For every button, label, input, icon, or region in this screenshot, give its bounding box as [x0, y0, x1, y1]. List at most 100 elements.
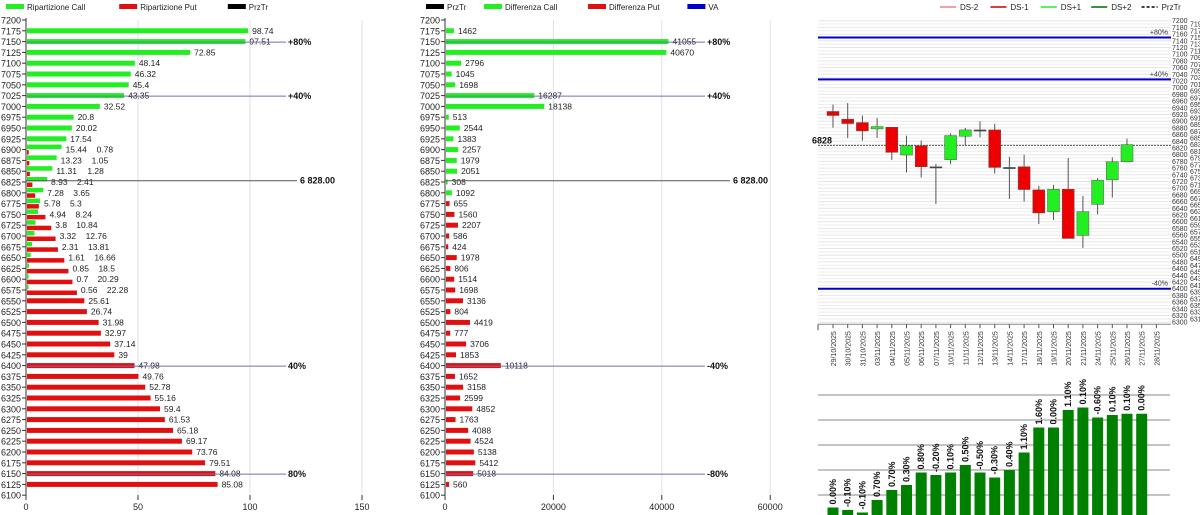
put-bar [446, 211, 455, 217]
call-bar [446, 49, 667, 55]
performance-label: 0.10% [946, 444, 956, 470]
y-tick-label: 6590 [1190, 223, 1200, 230]
put-bar [27, 193, 36, 198]
y-tick-label: 6525 [420, 307, 440, 317]
y-tick-label: 6910 [1190, 115, 1200, 122]
call-bar [27, 241, 33, 247]
put-bar [27, 481, 218, 487]
candle-body [1120, 144, 1134, 162]
y-tick-label: 6850 [420, 167, 440, 177]
date-label: 04/11/2025 [890, 331, 897, 366]
y-tick-label: 7010 [1190, 82, 1200, 89]
y-tick-label: 6450 [1190, 269, 1200, 276]
y-tick-label: 7060 [1172, 65, 1188, 72]
y-tick-label: 7090 [1190, 55, 1200, 62]
candle-body [1032, 189, 1046, 214]
candle-body [988, 129, 1001, 168]
put-value-label: 20.29 [97, 274, 119, 284]
put-bar [446, 298, 463, 304]
put-bar [446, 255, 457, 261]
legend-label: Ripartizione Call [27, 3, 85, 12]
date-label: 21/11/2025 [1081, 331, 1088, 366]
y-tick-label: 6425 [420, 350, 440, 360]
call-value-label: 1045 [456, 69, 475, 79]
y-tick-label: 7025 [420, 91, 440, 101]
put-value-label: 18.5 [98, 263, 115, 273]
y-tick-label: 6970 [1190, 95, 1200, 102]
date-label: 06/11/2025 [919, 331, 926, 366]
y-tick-label: 7000 [1172, 85, 1188, 92]
performance-label: 0.00% [1137, 385, 1147, 411]
y-tick-label: 7175 [420, 26, 440, 36]
y-tick-label: 6640 [1172, 206, 1188, 213]
candle-body [959, 129, 972, 137]
y-tick-label: 6150 [420, 469, 440, 479]
y-tick-label: 7110 [1190, 48, 1200, 55]
y-tick-label: 6750 [1, 210, 21, 220]
call-bar [27, 285, 29, 290]
legend-label: DS-2 [960, 3, 979, 12]
performance-label: 0.80% [916, 444, 926, 470]
call-bar [27, 155, 57, 160]
performance-label: 0.00% [1049, 399, 1059, 425]
put-bar [446, 244, 449, 250]
candle-body [826, 111, 840, 116]
y-tick-label: 6425 [1, 350, 21, 360]
put-value-label: 65.18 [177, 425, 199, 435]
y-tick-label: 6430 [1190, 276, 1200, 283]
performance-label: 0.70% [872, 471, 882, 497]
put-value-label: 586 [453, 231, 467, 241]
x-tick-label: 100 [242, 502, 257, 512]
call-value-label: 5.78 [44, 199, 61, 209]
put-bar [27, 438, 182, 444]
legend-label: VA [708, 3, 719, 12]
y-tick-label: 6675 [1, 242, 21, 252]
performance-bar [1033, 427, 1045, 515]
put-bar [446, 481, 450, 487]
performance-label: 0.10% [1122, 385, 1132, 411]
performance-label: 1.10% [1019, 424, 1029, 450]
y-tick-label: 6875 [1, 156, 21, 166]
y-tick-label: 7050 [1190, 68, 1200, 75]
put-bar [446, 309, 451, 315]
level-label: +80% [707, 37, 730, 47]
put-value-label: 2207 [462, 220, 481, 230]
x-tick-label: 40000 [649, 502, 674, 512]
put-bar [27, 373, 139, 379]
call-bar [446, 179, 448, 185]
put-bar [446, 341, 467, 347]
put-bar [446, 449, 474, 455]
put-bar [27, 384, 146, 390]
put-value-label: 59.4 [164, 404, 181, 414]
performance-label: 0.40% [1004, 441, 1014, 467]
performance-bar [930, 475, 942, 515]
performance-bar-chart: 0.00% -0.10% -0.10% 0.70% 0.70% 0.30% 0.80% -0.… [818, 379, 1170, 515]
call-bar [27, 49, 191, 55]
y-tick-label: 6750 [420, 210, 440, 220]
y-tick-label: 6100 [1, 491, 21, 501]
put-value-label: 32.97 [105, 328, 127, 338]
y-tick-label: 7080 [1172, 58, 1188, 65]
put-value-label: 39 [118, 350, 128, 360]
legend-label: Ripartizione Put [140, 3, 197, 12]
y-tick-label: 6575 [420, 286, 440, 296]
y-tick-label: 6490 [1190, 256, 1200, 263]
performance-label: 0.10% [1107, 386, 1117, 412]
przTr-label: 6 828.00 [300, 176, 335, 186]
y-tick-label: 6350 [420, 383, 440, 393]
y-tick-label: 6840 [1172, 139, 1188, 146]
y-tick-label: 6600 [1172, 219, 1188, 226]
legend-swatch [484, 4, 502, 9]
y-tick-label: 7175 [1, 26, 21, 36]
candle-body [1061, 188, 1075, 239]
call-bar [27, 263, 29, 268]
y-tick-label: 6925 [420, 134, 440, 144]
call-bar [446, 28, 454, 34]
call-value-label: 1462 [458, 26, 477, 36]
performance-bar [945, 472, 957, 515]
put-bar [27, 279, 73, 285]
y-tick-label: 6410 [1190, 283, 1200, 290]
put-value-label: 69.17 [186, 436, 208, 446]
y-tick-label: 6630 [1190, 209, 1200, 216]
legend-swatch [227, 4, 246, 9]
